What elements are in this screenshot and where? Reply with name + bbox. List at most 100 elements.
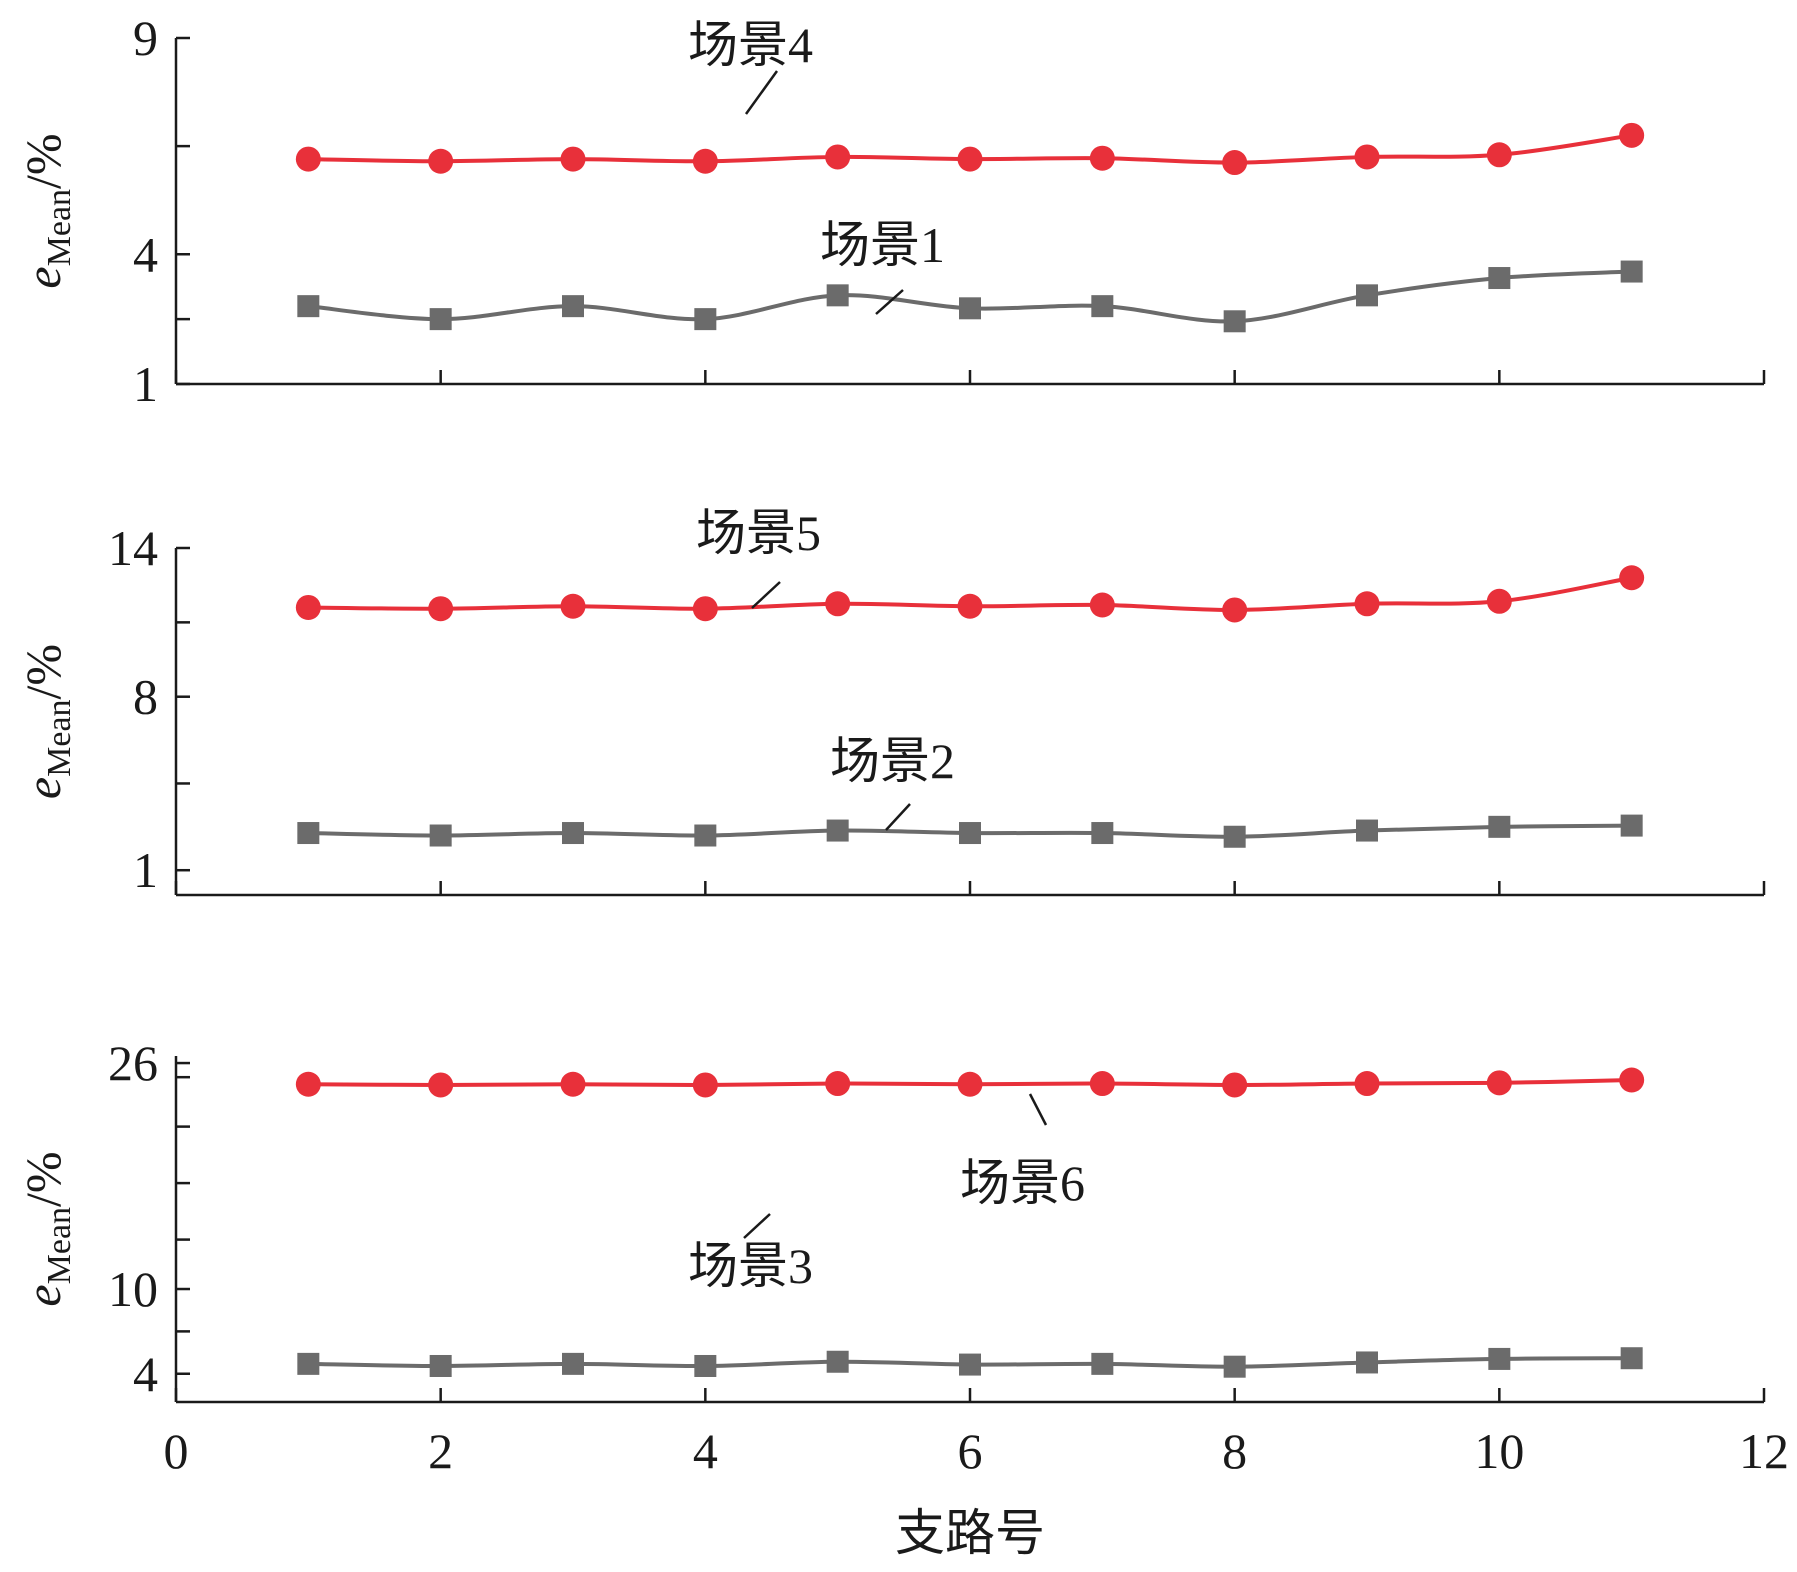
data-point	[1619, 1067, 1645, 1093]
data-point	[1356, 284, 1378, 307]
x-tick-label: 6	[958, 1423, 983, 1479]
series-label: 场景1	[820, 217, 945, 273]
y-tick-label: 14	[108, 520, 158, 576]
data-point	[1356, 819, 1378, 842]
data-point	[297, 822, 320, 845]
data-point	[1486, 588, 1512, 614]
y-axis-unit: /%	[15, 1151, 71, 1207]
data-point	[959, 1353, 981, 1376]
series-label-leader	[744, 70, 779, 115]
y-axis-subscript: Mean	[41, 189, 78, 266]
y-tick-label: 4	[133, 226, 158, 282]
data-point	[428, 596, 454, 622]
data-point	[959, 297, 981, 320]
series-label: 场景3	[688, 1238, 813, 1294]
series-label: 场景4	[688, 17, 813, 73]
data-point	[1223, 310, 1246, 333]
data-point	[560, 146, 586, 172]
data-point	[825, 144, 851, 170]
data-point	[1089, 145, 1115, 171]
data-point	[295, 594, 321, 620]
data-point	[825, 591, 851, 617]
data-point	[1619, 122, 1645, 148]
data-point	[1486, 142, 1512, 168]
data-point	[562, 822, 584, 845]
y-axis-unit: /%	[15, 644, 71, 700]
x-axis-title: 支路号	[895, 1505, 1045, 1561]
data-point	[428, 148, 454, 174]
data-point	[1620, 1347, 1643, 1370]
x-tick-label: 4	[693, 1423, 718, 1479]
data-point	[1620, 260, 1643, 283]
data-point	[429, 308, 452, 331]
data-point	[1354, 144, 1380, 170]
panel-3: 0 2 4 6 8 10 12 支路号 4 10 26 eMean/% 场景6 场景3	[15, 1035, 1789, 1561]
series-label-leader	[1028, 1093, 1048, 1126]
data-point	[1620, 814, 1643, 837]
y-axis-unit: /%	[15, 133, 71, 189]
y-axis-symbol: e	[15, 1284, 71, 1306]
data-point	[1488, 267, 1511, 290]
data-point	[429, 824, 452, 847]
data-point	[1091, 295, 1114, 318]
series-label: 场景6	[960, 1155, 1085, 1211]
data-point	[1222, 150, 1248, 176]
data-point	[295, 1071, 321, 1097]
data-point	[826, 284, 849, 307]
panel-1: 1 4 9 eMean/% 场景4 场景1	[15, 10, 1766, 412]
y-axis-subscript: Mean	[41, 699, 78, 776]
data-point	[1486, 1070, 1512, 1096]
data-point	[826, 1350, 849, 1373]
data-point	[694, 1354, 717, 1377]
data-point	[694, 308, 717, 331]
data-point	[1223, 1355, 1246, 1378]
data-point	[694, 824, 717, 847]
data-point	[692, 596, 718, 622]
data-point	[1488, 815, 1511, 838]
y-tick-label: 26	[108, 1035, 158, 1091]
data-point	[1222, 597, 1248, 623]
y-axis-title: eMean/%	[15, 133, 78, 288]
data-point	[562, 1352, 584, 1375]
series-label-leader	[743, 1213, 771, 1239]
y-axis-title: eMean/%	[15, 1151, 78, 1306]
data-point	[1223, 825, 1246, 848]
data-point	[1354, 591, 1380, 617]
y-tick-label: 1	[133, 842, 158, 898]
series-label: 场景5	[696, 505, 821, 561]
data-point	[297, 295, 320, 318]
data-point	[825, 1071, 851, 1097]
y-tick-label: 1	[133, 356, 158, 412]
series-label-leader	[751, 581, 781, 609]
data-point	[1354, 1071, 1380, 1097]
series-label: 场景2	[830, 733, 955, 789]
y-tick-label: 10	[108, 1261, 158, 1317]
y-tick-label: 4	[133, 1346, 158, 1402]
data-point	[957, 146, 983, 172]
x-tick-label: 10	[1474, 1423, 1524, 1479]
data-point	[560, 1071, 586, 1097]
data-point	[1091, 822, 1114, 845]
y-tick-label: 9	[133, 10, 158, 66]
series-label-leader	[875, 289, 904, 315]
x-tick-label: 2	[428, 1423, 453, 1479]
y-axis-title: eMean/%	[15, 644, 78, 799]
data-point	[560, 593, 586, 619]
data-point	[957, 593, 983, 619]
panel-2: 1 8 14 eMean/% 场景5 场景2	[15, 505, 1766, 898]
data-point	[959, 822, 981, 845]
x-tick-label: 0	[164, 1423, 189, 1479]
x-tick-label: 8	[1222, 1423, 1247, 1479]
data-point	[692, 1072, 718, 1098]
data-point	[295, 146, 321, 172]
data-point	[1356, 1351, 1378, 1374]
data-point	[562, 295, 584, 318]
data-point	[826, 819, 849, 842]
data-point	[1089, 1071, 1115, 1097]
data-point	[1091, 1352, 1114, 1375]
y-axis-subscript: Mean	[41, 1207, 78, 1284]
data-point	[429, 1354, 452, 1377]
y-axis-symbol: e	[15, 777, 71, 799]
data-point	[1089, 592, 1115, 618]
